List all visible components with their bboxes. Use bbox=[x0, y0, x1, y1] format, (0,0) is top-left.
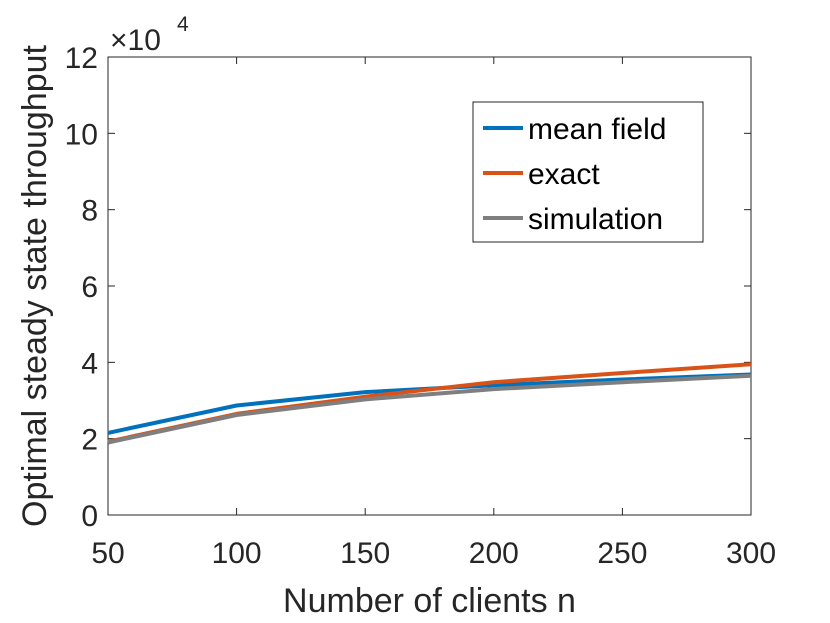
legend-label: mean field bbox=[528, 113, 666, 146]
y-multiplier-base: ×10 bbox=[110, 24, 161, 57]
y-axis-label: Optimal steady state throughput bbox=[16, 44, 54, 526]
series-line-simulation bbox=[107, 373, 752, 445]
x-tick-label: 50 bbox=[91, 537, 124, 570]
y-tick-label: 12 bbox=[65, 42, 98, 75]
x-axis-label: Number of clients n bbox=[283, 582, 576, 620]
y-tick-label: 8 bbox=[81, 195, 98, 228]
y-tick-label: 0 bbox=[81, 500, 98, 533]
x-tick-label: 300 bbox=[726, 537, 776, 570]
legend-label: exact bbox=[528, 158, 600, 191]
y-tick-label: 2 bbox=[81, 424, 98, 457]
y-tick-label: 4 bbox=[81, 347, 98, 380]
x-tick-label: 100 bbox=[212, 537, 262, 570]
x-tick-label: 150 bbox=[340, 537, 390, 570]
series-group bbox=[107, 362, 752, 445]
legend-label: simulation bbox=[528, 203, 663, 236]
y-multiplier-exponent: 4 bbox=[177, 13, 189, 36]
x-tick-label: 200 bbox=[469, 537, 519, 570]
x-tick-label: 250 bbox=[597, 537, 647, 570]
tick-labels: 50 100 150 200 250 300 0 2 4 6 8 10 12 bbox=[65, 42, 776, 570]
y-tick-label: 6 bbox=[81, 271, 98, 304]
y-tick-label: 10 bbox=[65, 118, 98, 151]
legend: mean field exact simulation bbox=[472, 101, 704, 243]
